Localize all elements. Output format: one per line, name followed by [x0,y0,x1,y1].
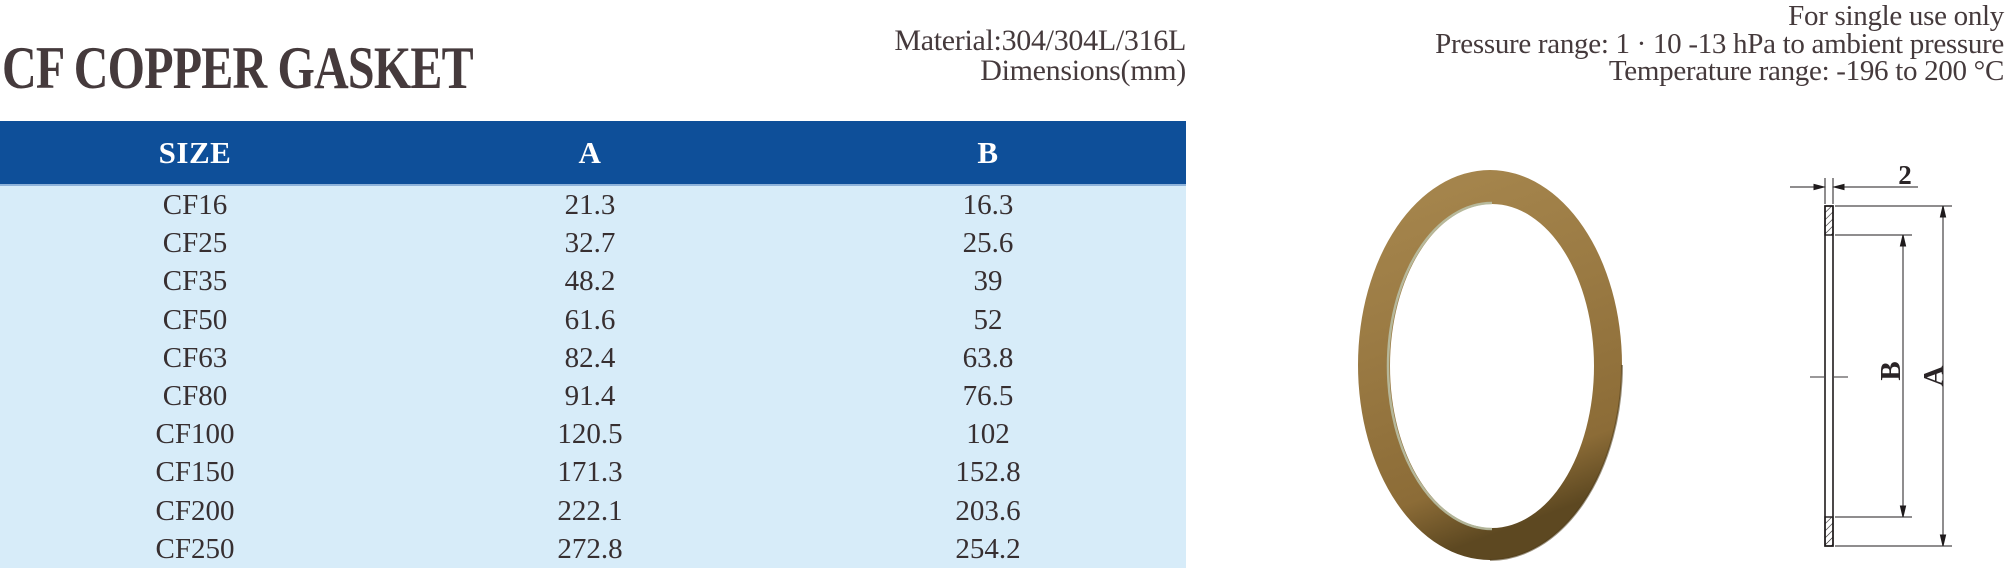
material-info-block: Material:304/304L/316L Dimensions(mm) [894,26,1186,86]
b-cell: 25.6 [962,227,1014,260]
single-use-note: For single use only [1788,0,2004,32]
column-header-b: B [977,134,999,170]
arrowhead [1832,183,1845,191]
table-row: CF25 32.7 25.6 [0,224,1186,262]
b-cell: 76.5 [962,379,1014,412]
table-row: CF200 222.1 203.6 [0,492,1186,530]
dimension-table: SIZE A B CF16 21.3 16.3 CF25 32.7 25.6 CF35 48.… [0,121,1186,568]
table-row: CF50 61.6 52 [0,301,1186,339]
dimensions-line: Dimensions(mm) [980,54,1186,87]
material-line: Material:304/304L/316L [894,24,1186,57]
size-cell: CF200 [155,494,235,527]
b-cell: 254.2 [955,532,1021,565]
b-cell: 16.3 [962,189,1014,221]
table-row: CF35 48.2 39 [0,262,1186,300]
gasket-section-body [1824,205,1834,547]
a-cell: 120.5 [557,418,623,451]
gasket-section-hatch-top [1824,205,1834,236]
page-title: CF COPPER GASKET [2,35,474,101]
a-cell: 272.8 [557,532,623,565]
b-cell: 39 [973,265,1003,298]
arrowhead [1899,234,1907,247]
column-header-a: A [578,134,602,170]
size-cell: CF63 [162,341,228,374]
table-row: CF250 272.8 254.2 [0,530,1186,568]
a-cell: 222.1 [557,494,623,527]
gasket-outer-edge-shade [1489,364,1623,561]
table-header-row: SIZE A B [0,121,1186,186]
b-cell: 63.8 [962,341,1014,374]
size-cell: CF250 [155,532,235,565]
arrowhead [1939,534,1947,547]
table-row: CF16 21.3 16.3 [0,186,1186,224]
pressure-range-note: Pressure range: 1 · 10 -13 hPa to ambien… [1435,27,2004,60]
arrowhead [1899,505,1907,518]
table-row: CF150 171.3 152.8 [0,453,1186,491]
b-cell: 152.8 [955,456,1021,489]
b-cell: 102 [966,418,1010,451]
usage-notes-block: For single use only Pressure range: 1 · … [1435,0,2004,87]
gasket-cross-section-drawing: 2 B A [1790,160,1952,547]
outer-diameter-dimension-label: A [1918,365,1950,386]
thickness-dimension-label: 2 [1898,160,1912,190]
b-cell: 203.6 [955,494,1021,527]
a-cell: 21.3 [564,189,616,221]
gasket-ring-shape [1358,170,1622,560]
b-cell: 52 [973,303,1003,336]
size-cell: CF150 [155,456,235,489]
a-cell: 61.6 [564,303,616,336]
size-cell: CF100 [155,418,235,451]
gasket-section-hatch-bottom [1824,516,1834,547]
arrowhead [1813,183,1826,191]
table-row: CF63 82.4 63.8 [0,339,1186,377]
table-body: CF16 21.3 16.3 CF25 32.7 25.6 CF35 48.2 39 CF50 61… [0,186,1186,568]
gasket-photo [1358,170,1623,561]
size-cell: CF16 [162,189,228,221]
a-cell: 48.2 [564,265,616,298]
a-cell: 91.4 [564,379,616,412]
a-cell: 32.7 [564,227,616,260]
arrowhead [1939,205,1947,218]
size-cell: CF80 [162,379,228,412]
a-cell: 82.4 [564,341,616,374]
inner-diameter-dimension-label: B [1875,361,1907,380]
a-cell: 171.3 [557,456,623,489]
size-cell: CF50 [162,303,228,336]
table-row: CF100 120.5 102 [0,415,1186,453]
gasket-inner-rim-highlight [1386,201,1493,531]
size-cell: CF25 [162,227,228,260]
column-header-size: SIZE [158,134,232,170]
size-cell: CF35 [162,265,228,298]
table-row: CF80 91.4 76.5 [0,377,1186,415]
temperature-range-note: Temperature range: -196 to 200 °C [1608,55,2004,87]
